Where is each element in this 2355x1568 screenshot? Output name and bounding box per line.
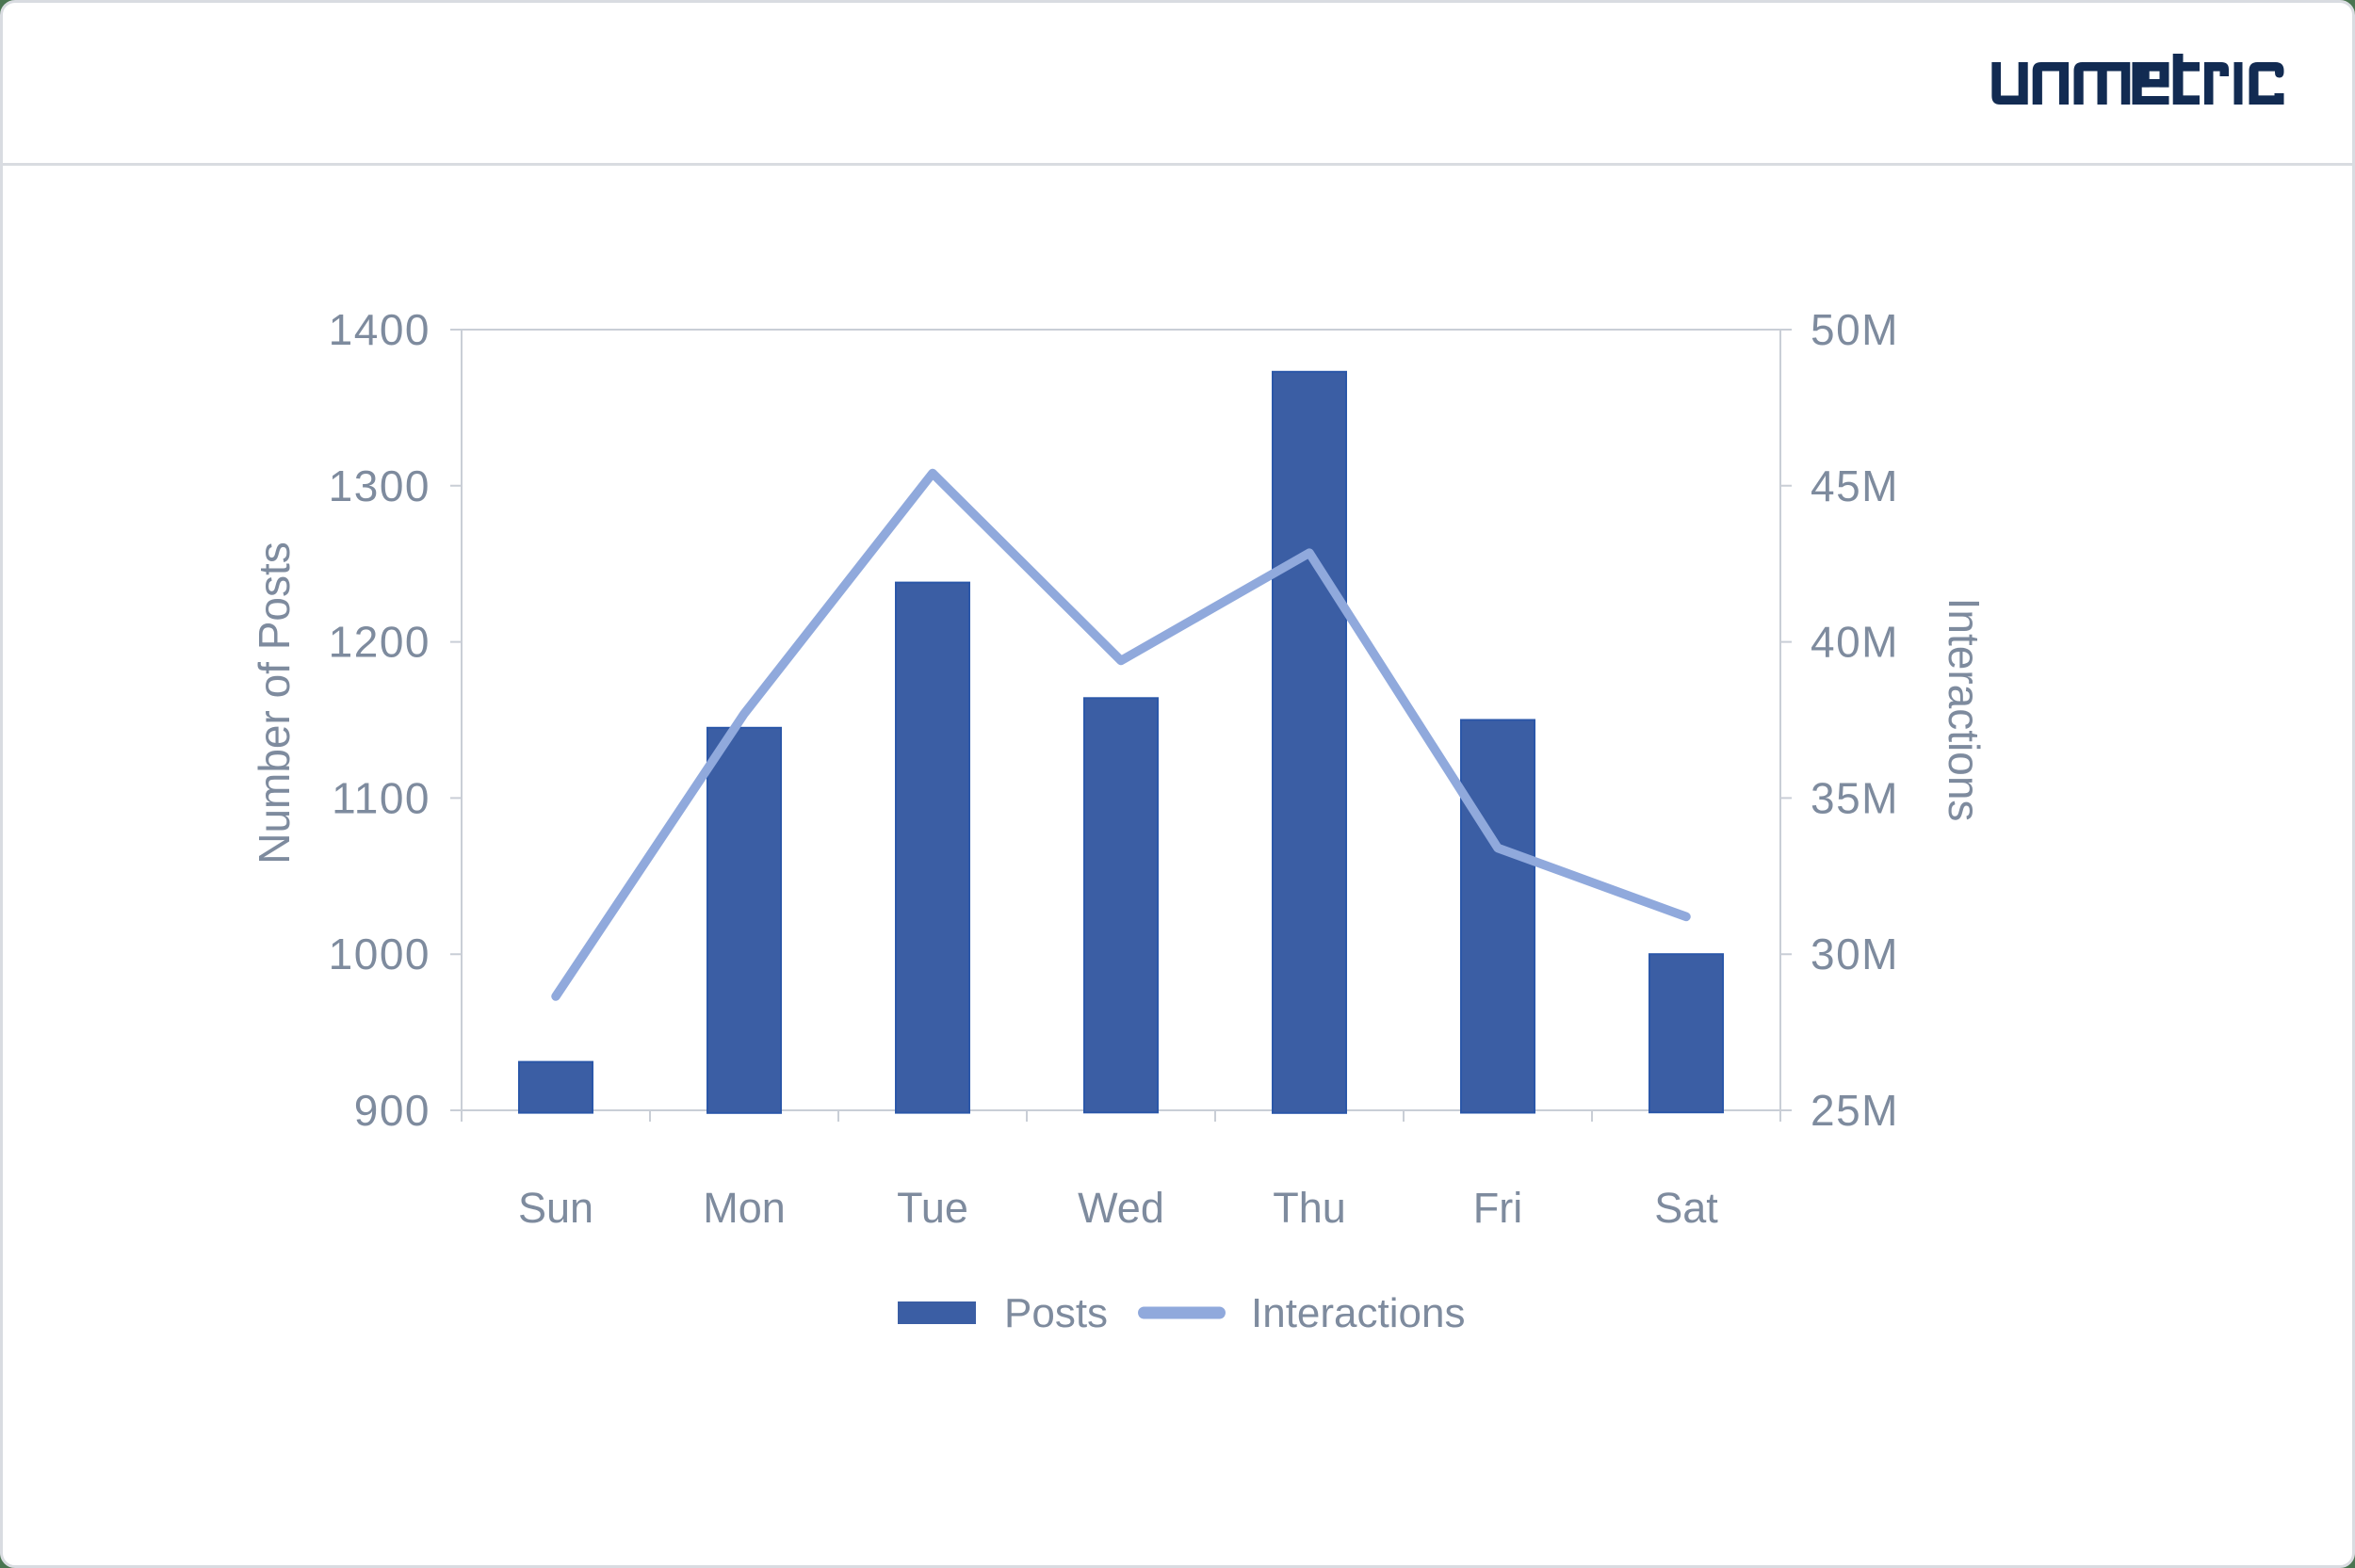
- svg-text:1300: 1300: [329, 461, 430, 510]
- svg-text:Tue: Tue: [897, 1184, 968, 1232]
- svg-text:Sun: Sun: [518, 1184, 593, 1232]
- svg-text:1100: 1100: [332, 773, 430, 822]
- svg-text:Sat: Sat: [1654, 1184, 1718, 1232]
- svg-text:30M: 30M: [1811, 929, 1899, 978]
- svg-text:900: 900: [354, 1086, 430, 1135]
- svg-text:1200: 1200: [329, 618, 430, 667]
- svg-text:Thu: Thu: [1273, 1184, 1346, 1232]
- svg-text:45M: 45M: [1811, 461, 1899, 510]
- svg-text:Posts: Posts: [1004, 1290, 1108, 1336]
- svg-text:40M: 40M: [1811, 618, 1899, 667]
- svg-text:Interactions: Interactions: [1251, 1290, 1465, 1336]
- svg-text:Number of Posts: Number of Posts: [250, 542, 299, 865]
- svg-text:Mon: Mon: [703, 1184, 786, 1232]
- svg-text:Fri: Fri: [1473, 1184, 1522, 1232]
- svg-text:1400: 1400: [329, 305, 430, 354]
- svg-text:Wed: Wed: [1078, 1184, 1164, 1232]
- svg-text:35M: 35M: [1811, 773, 1899, 822]
- svg-text:1000: 1000: [329, 929, 430, 978]
- svg-text:25M: 25M: [1811, 1086, 1899, 1135]
- svg-text:Interactions: Interactions: [1940, 598, 1989, 822]
- svg-text:50M: 50M: [1811, 305, 1899, 354]
